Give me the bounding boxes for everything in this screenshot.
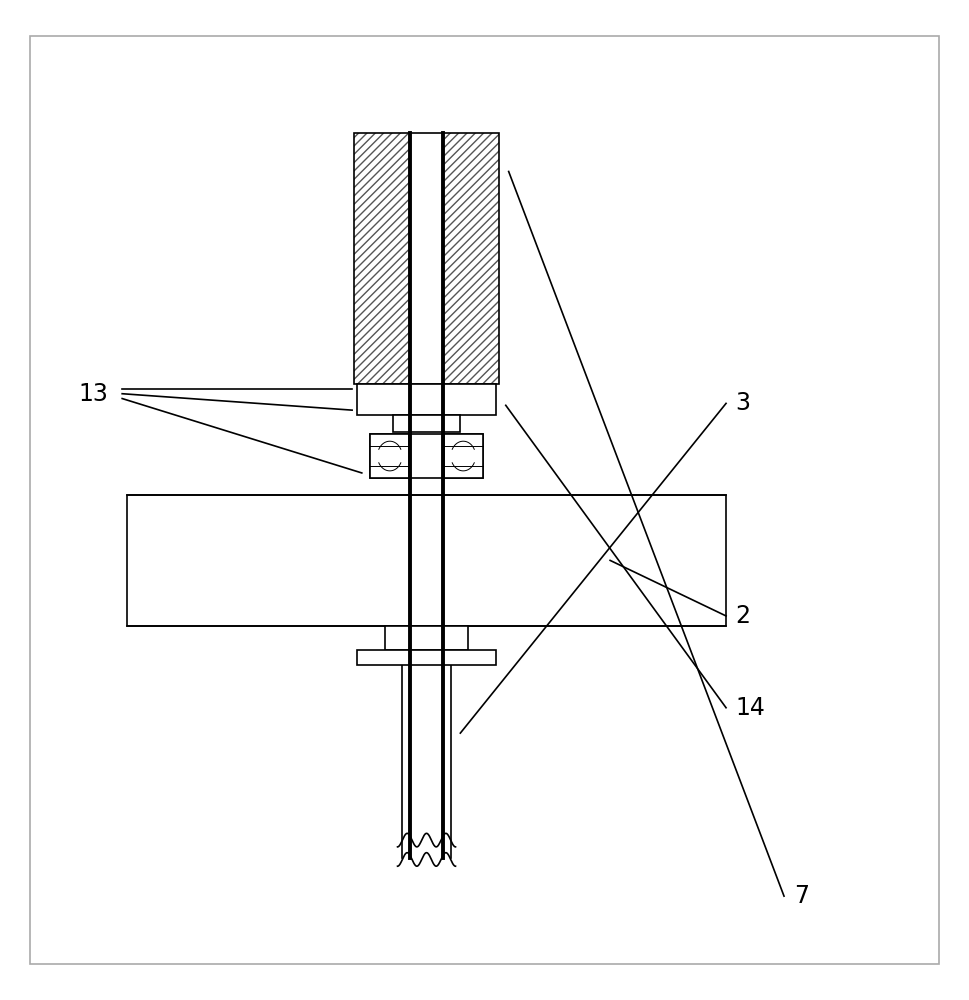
Bar: [444, 434, 483, 478]
Text: 3: 3: [735, 391, 751, 415]
Bar: [392, 415, 460, 432]
Bar: [443, 133, 499, 384]
Bar: [357, 384, 496, 415]
Bar: [370, 434, 409, 478]
Text: 13: 13: [78, 382, 109, 406]
Bar: [127, 495, 726, 626]
Bar: [354, 133, 410, 384]
Text: 14: 14: [735, 696, 766, 720]
Text: 7: 7: [794, 884, 809, 908]
Text: 2: 2: [735, 604, 751, 628]
Bar: [410, 133, 443, 384]
Bar: [370, 434, 483, 478]
Bar: [357, 650, 496, 665]
Bar: [385, 626, 468, 650]
Bar: [354, 133, 499, 384]
